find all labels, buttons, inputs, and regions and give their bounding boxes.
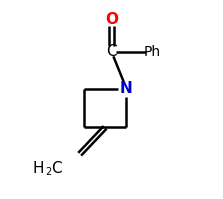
Text: 2: 2	[46, 167, 52, 177]
Text: N: N	[120, 81, 133, 96]
Text: H: H	[32, 161, 44, 176]
Text: O: O	[105, 12, 118, 27]
Text: C: C	[106, 44, 117, 59]
Text: C: C	[52, 161, 62, 176]
Text: Ph: Ph	[144, 45, 161, 59]
